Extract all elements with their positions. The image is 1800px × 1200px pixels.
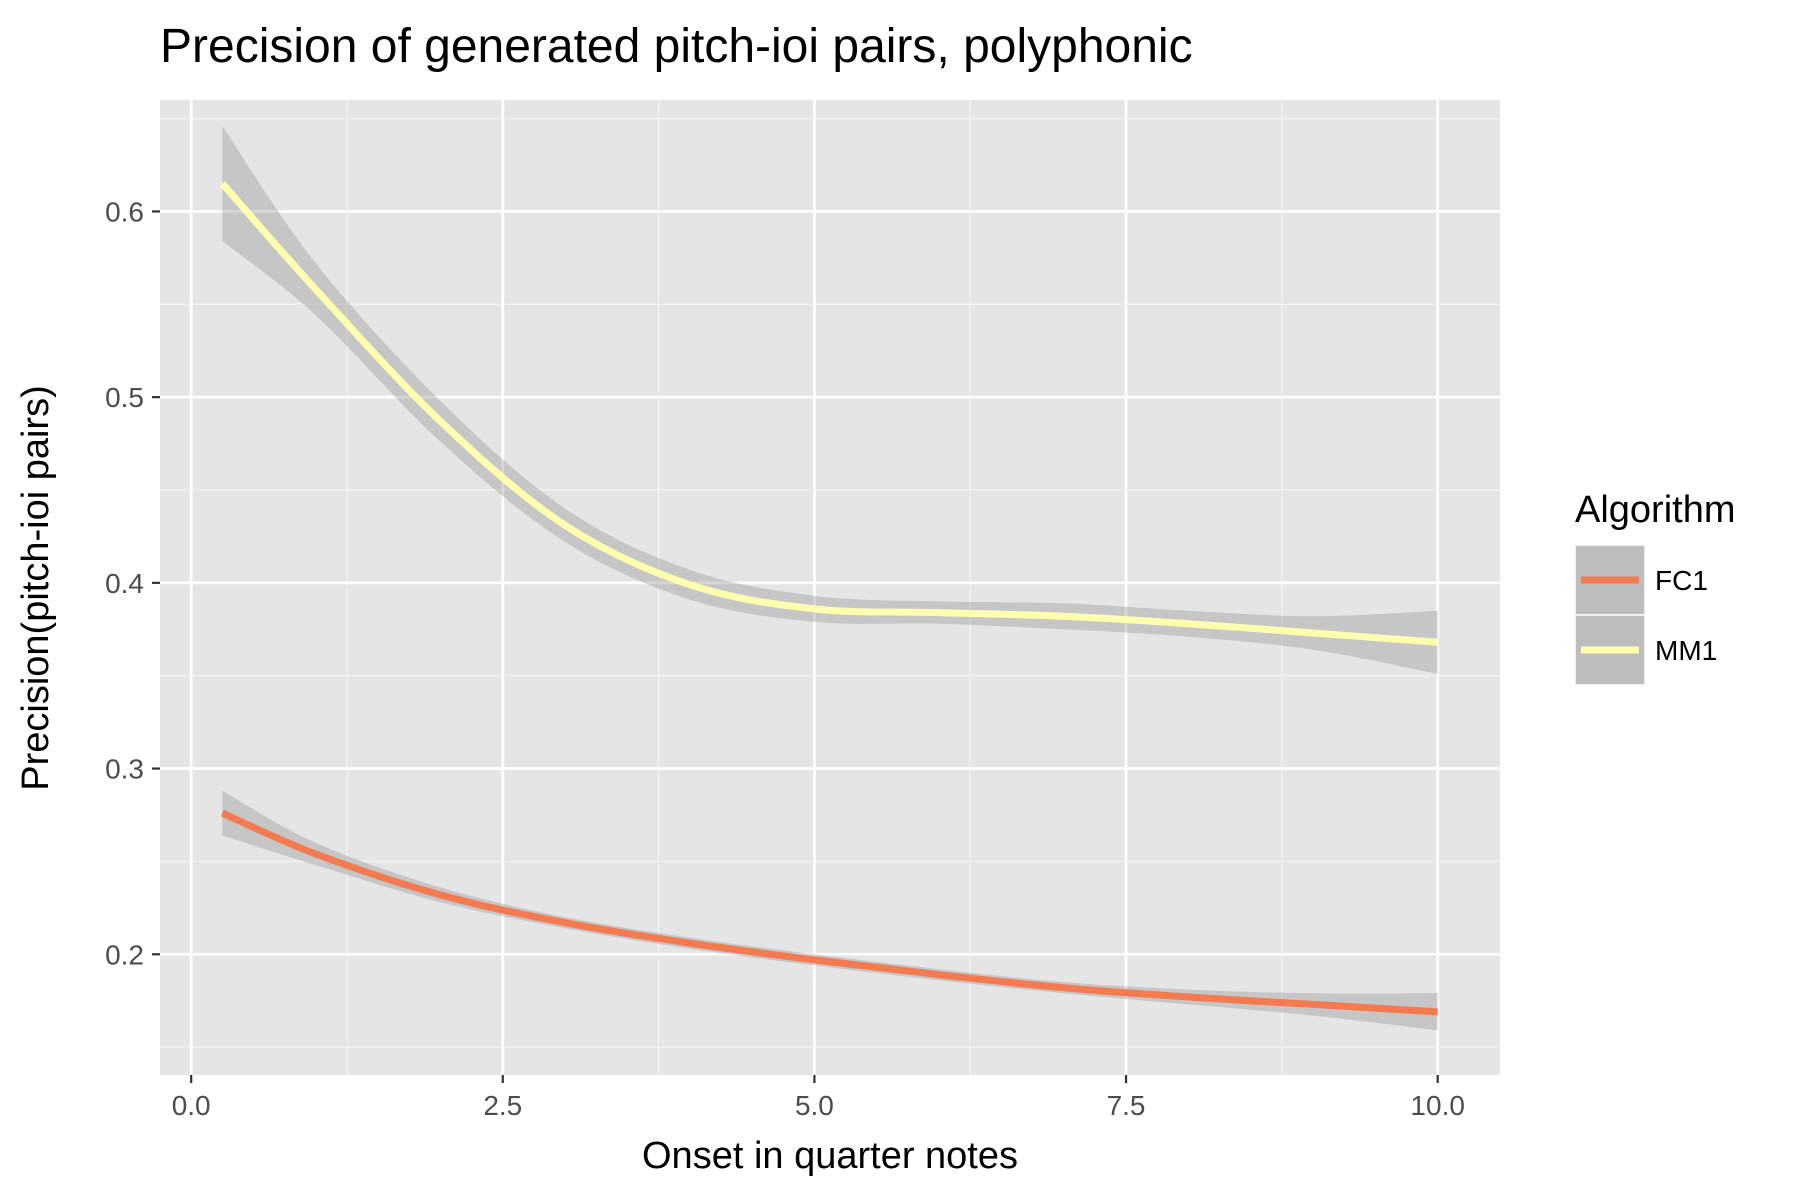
x-tick-label: 7.5 xyxy=(1107,1090,1146,1121)
y-tick-label: 0.2 xyxy=(105,939,144,970)
x-tick-label: 2.5 xyxy=(483,1090,522,1121)
x-tick-label: 0.0 xyxy=(172,1090,211,1121)
x-axis-label: Onset in quarter notes xyxy=(642,1135,1018,1177)
legend-item-fc1: FC1 xyxy=(1574,544,1708,616)
y-axis: 0.2 0.3 0.4 0.5 0.6 xyxy=(105,196,160,970)
series-line-mm1 xyxy=(219,181,1438,646)
legend-title: Algorithm xyxy=(1575,489,1736,531)
legend: Algorithm FC1 MM1 xyxy=(1574,489,1736,686)
x-axis: 0.0 2.5 5.0 7.5 10.0 xyxy=(172,1075,1465,1121)
y-tick-label: 0.3 xyxy=(105,754,144,785)
x-tick-label: 10.0 xyxy=(1410,1090,1465,1121)
legend-label: FC1 xyxy=(1655,565,1708,596)
y-axis-label: Precision(pitch-ioi pairs) xyxy=(15,385,57,790)
chart-title: Precision of generated pitch-ioi pairs, … xyxy=(160,20,1193,73)
series-lines xyxy=(219,181,1438,1016)
legend-label: MM1 xyxy=(1655,635,1717,666)
y-tick-label: 0.6 xyxy=(105,196,144,227)
x-tick-label: 5.0 xyxy=(795,1090,834,1121)
grid xyxy=(160,100,1500,1075)
confidence-band-mm1 xyxy=(222,126,1438,674)
plot-panel xyxy=(160,100,1500,1075)
y-tick-label: 0.5 xyxy=(105,382,144,413)
y-tick-label: 0.4 xyxy=(105,568,144,599)
legend-item-mm1: MM1 xyxy=(1574,614,1717,686)
series-line-fc1 xyxy=(220,809,1438,1016)
